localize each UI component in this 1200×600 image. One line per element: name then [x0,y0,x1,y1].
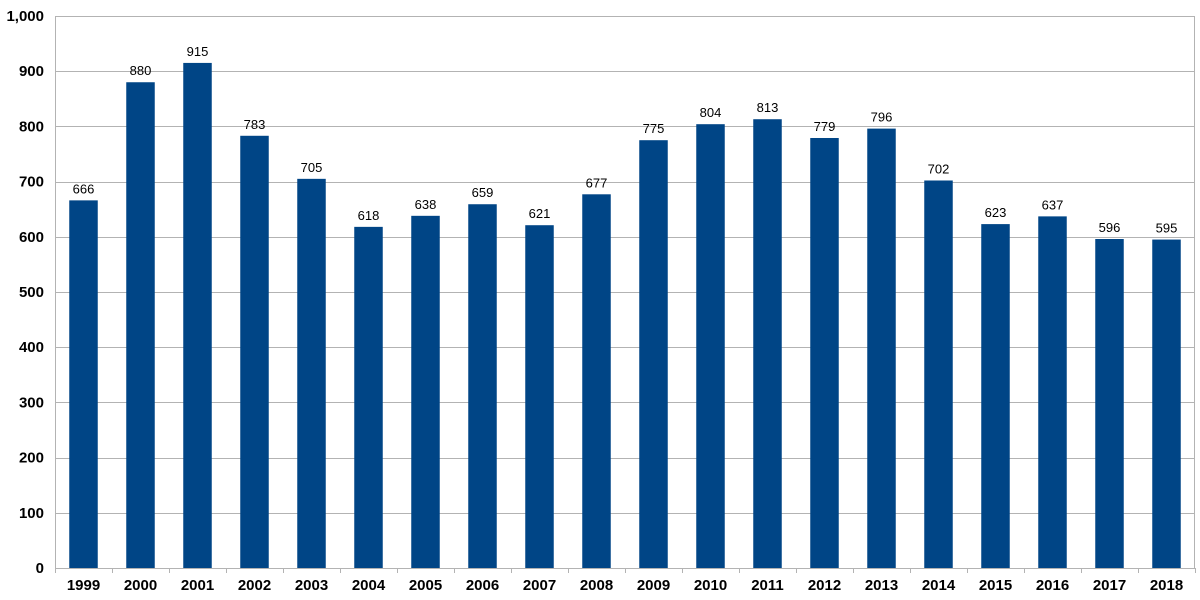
y-tick-label: 200 [19,450,44,467]
bar-2003 [297,178,326,568]
y-axis-ticks: 0 100 200 300 400 500 600 700 800 900 1,000 [6,8,44,577]
data-label-2000: 880 [130,63,152,78]
x-tick-label-2018: 2018 [1150,577,1183,594]
bar-2012 [810,137,839,568]
bar-2013 [867,128,896,568]
data-label-2012: 779 [814,119,836,134]
x-tick-label-2014: 2014 [922,577,956,594]
data-label-2006: 659 [472,185,494,200]
data-label-2004: 618 [358,208,380,223]
x-tick-label-1999: 1999 [67,577,100,594]
x-tick-label-2003: 2003 [295,577,328,594]
x-tick-label-2004: 2004 [352,577,386,594]
y-tick-label: 100 [19,505,44,522]
bar-2015 [981,224,1010,568]
bar-2007 [525,225,554,568]
x-tick-label-2015: 2015 [979,577,1012,594]
x-tick-label-2009: 2009 [637,577,670,594]
data-label-2010: 804 [700,105,722,120]
bar-2005 [411,215,440,568]
x-tick-label-2013: 2013 [865,577,898,594]
y-tick-label: 800 [19,118,44,135]
data-label-2005: 638 [415,197,437,212]
data-label-2003: 705 [301,160,323,175]
bar-2008 [582,194,611,568]
bar-2006 [468,204,497,568]
y-tick-label: 0 [36,560,44,577]
x-tick-label-2012: 2012 [808,577,841,594]
bar-2009 [639,140,668,568]
x-tick-label-2007: 2007 [523,577,556,594]
x-axis-ticks: 1999 2000 2001 2002 2003 2004 2005 2006 2007 2008… [67,577,1183,594]
gridlines [55,16,1196,573]
bar-2010 [696,124,725,568]
bar-2017 [1095,239,1124,568]
data-label-2002: 783 [244,117,266,132]
y-tick-label: 600 [19,229,44,246]
data-label-2007: 621 [529,206,551,221]
bar-2000 [126,82,155,569]
bar-2001 [183,62,212,569]
bar-2018 [1152,239,1181,568]
x-tick-label-2005: 2005 [409,577,442,594]
data-label-2009: 775 [643,121,665,136]
x-tick-label-2002: 2002 [238,577,271,594]
y-tick-label: 700 [19,174,44,191]
x-tick-label-2016: 2016 [1036,577,1069,594]
bar-2011 [753,119,782,568]
x-tick-label-2001: 2001 [181,577,214,594]
y-tick-label: 500 [19,284,44,301]
data-label-2013: 796 [871,110,893,125]
y-tick-label: 900 [19,63,44,80]
x-tick-label-2011: 2011 [751,577,784,594]
y-tick-label: 300 [19,394,44,411]
data-label-2018: 595 [1156,221,1178,236]
x-tick-label-2010: 2010 [694,577,727,594]
x-tick-label-2017: 2017 [1093,577,1126,594]
bar-2014 [924,180,953,568]
bar-2002 [240,135,269,568]
data-labels: 666 880 915 783 705 618 638 659 621 677 775 804 813 7… [73,44,1178,236]
bars [69,62,1181,569]
x-tick-label-2008: 2008 [580,577,613,594]
data-label-2011: 813 [757,100,779,115]
x-tick-label-2006: 2006 [466,577,499,594]
data-label-2008: 677 [586,175,608,190]
data-label-2016: 637 [1042,197,1064,212]
x-tick-label-2000: 2000 [124,577,157,594]
bar-1999 [69,200,98,569]
data-label-1999: 666 [73,181,95,196]
data-label-2001: 915 [187,44,209,59]
bar-2004 [354,226,383,568]
y-tick-label: 1,000 [6,8,44,25]
data-label-2015: 623 [985,205,1007,220]
bar-2016 [1038,216,1067,568]
data-label-2014: 702 [928,161,950,176]
data-label-2017: 596 [1099,220,1121,235]
y-tick-label: 400 [19,339,44,356]
